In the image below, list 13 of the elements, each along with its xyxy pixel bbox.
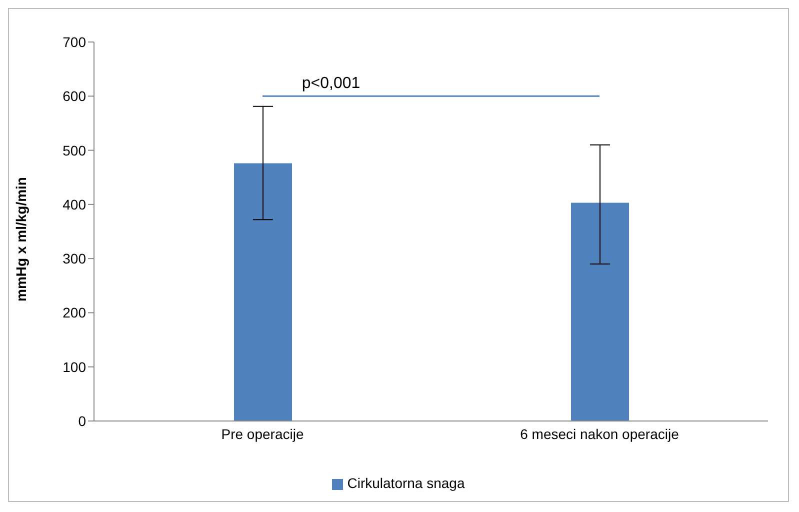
y-tick-label: 100 [62, 358, 86, 375]
y-tick-label: 600 [62, 88, 86, 104]
y-tick-label: 400 [62, 196, 86, 212]
legend-label: Cirkulatorna snaga [347, 475, 465, 491]
x-tick-label: Pre operacije [221, 426, 304, 442]
y-tick-label: 300 [62, 250, 86, 267]
x-tick-label: 6 meseci nakon operacije [520, 426, 680, 442]
ref-line-label: p<0,001 [302, 75, 360, 92]
y-axis-title: mmHg x ml/kg/min [12, 177, 29, 302]
y-tick-label: 700 [62, 34, 86, 50]
y-tick-label: 200 [62, 304, 86, 321]
y-tick-label: 500 [62, 142, 86, 158]
y-tick-label: 0 [78, 412, 86, 429]
